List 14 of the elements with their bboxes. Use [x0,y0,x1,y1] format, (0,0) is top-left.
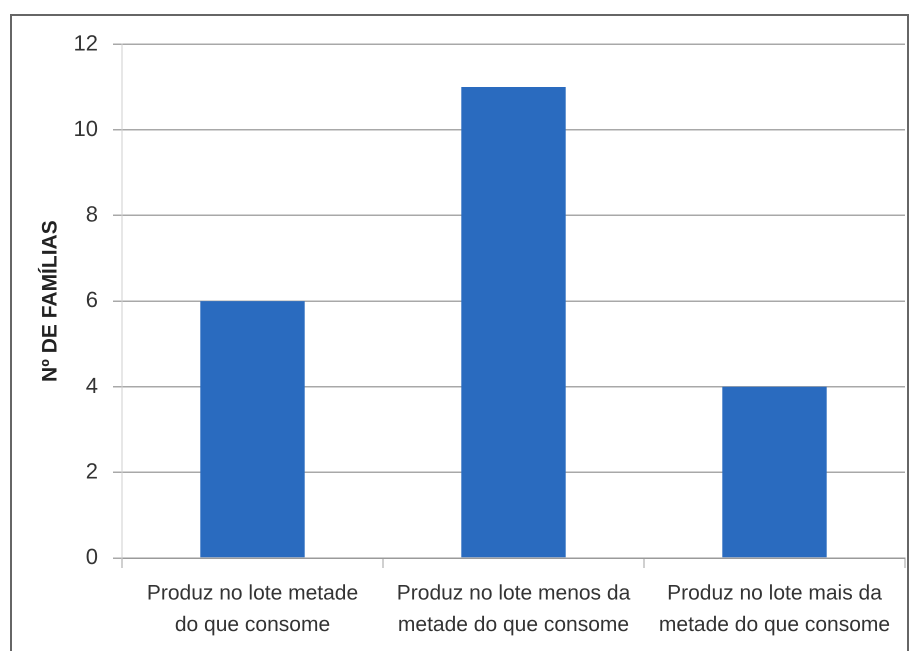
x-tick-label: Produz no lote mais da metade do que consome [658,582,890,636]
y-tick-label: 12 [74,30,98,56]
y-tick-label: 2 [86,458,98,484]
y-axis-title: Nº DE FAMÍLIAS [37,220,62,382]
bar [722,386,827,558]
y-tick-label: 0 [86,544,98,570]
y-tick-label: 10 [74,116,98,141]
y-tick-label: 6 [86,287,98,312]
bar [200,301,305,558]
bar [461,87,566,558]
x-tick-label: Produz no lote metade do que consome [146,582,358,636]
y-tick-label: 4 [86,372,98,398]
x-tick-label: Produz no lote menos da metade do que consome [396,582,631,636]
y-tick-label: 8 [86,202,98,227]
